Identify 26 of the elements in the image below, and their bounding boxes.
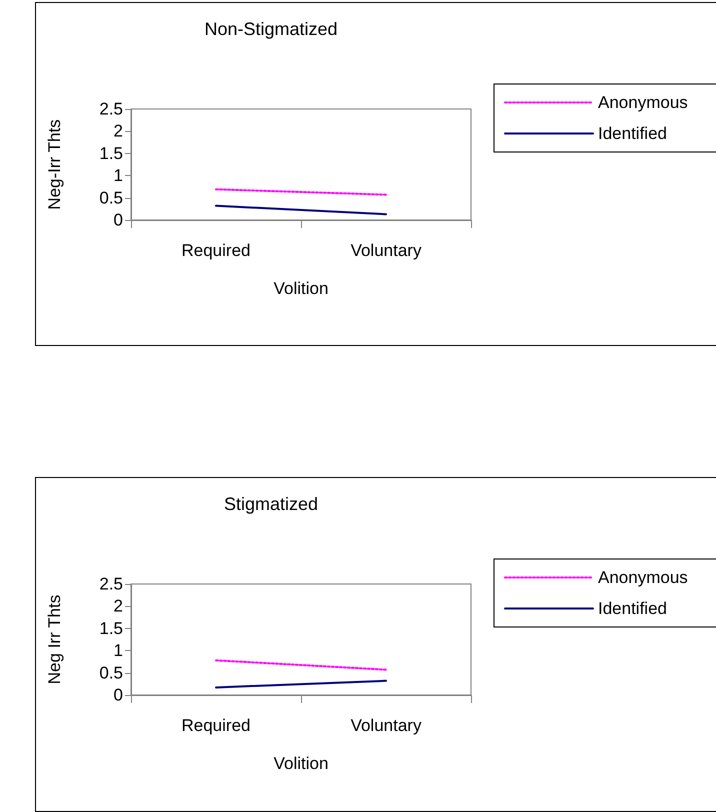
y-tick-label: 0 xyxy=(114,210,123,230)
y-tick-label: 1 xyxy=(114,641,123,660)
x-axis-title: Volition xyxy=(274,279,328,298)
text: Anonymous xyxy=(598,93,688,112)
text: Identified xyxy=(598,599,667,618)
chart-title: Stigmatized xyxy=(224,494,318,514)
y-tick-label: 0.5 xyxy=(99,188,123,208)
y-tick-label: 1.5 xyxy=(99,618,123,638)
y-tick-label: 1.5 xyxy=(99,144,123,163)
y-axis-title: Neg-Irr Thts xyxy=(45,119,64,210)
text: Identified xyxy=(598,124,667,143)
x-axis-title: Volition xyxy=(274,754,328,773)
y-axis-title: Neg Irr Thts xyxy=(45,594,64,684)
text: Anonymous xyxy=(598,568,688,587)
x-tick-label: Voluntary xyxy=(350,716,422,735)
chart-title: Non-Stigmatized xyxy=(204,19,338,39)
x-tick-label: Required xyxy=(182,716,250,735)
x-tick-label: Required xyxy=(182,241,250,260)
y-tick-label: 2.5 xyxy=(99,100,123,118)
x-tick-label: Voluntary xyxy=(350,241,422,260)
y-tick-label: 2.5 xyxy=(99,574,123,594)
y-tick-label: 0.5 xyxy=(99,663,123,682)
y-tick-label: 2 xyxy=(114,596,123,616)
y-tick-label: 1 xyxy=(114,166,123,186)
y-tick-label: 2 xyxy=(114,122,123,141)
y-tick-label: 0 xyxy=(114,686,123,704)
